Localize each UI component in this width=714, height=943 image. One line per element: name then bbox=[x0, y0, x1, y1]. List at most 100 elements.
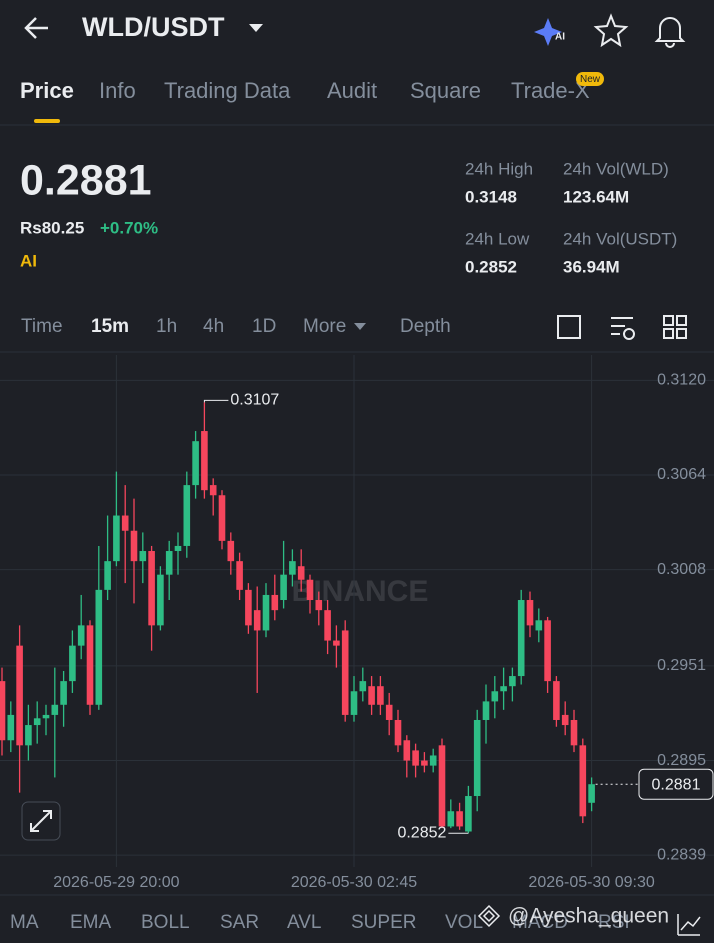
candle-body bbox=[359, 681, 367, 692]
indicator[interactable]: VOL bbox=[445, 912, 483, 933]
fullscreen-icon bbox=[30, 810, 52, 832]
tab-bar: Price Info Trading Data Audit Square Trade-XN… bbox=[20, 72, 604, 103]
candle-body bbox=[95, 589, 103, 705]
stat-label: 24h Vol(USDT) bbox=[563, 229, 677, 248]
active-tab-indicator bbox=[34, 119, 60, 123]
x-tick-label: 2026-05-30 09:30 bbox=[528, 874, 654, 891]
candle-body bbox=[245, 589, 252, 626]
settings-icon[interactable] bbox=[611, 317, 636, 340]
x-tick-label: 2026-05-29 20:00 bbox=[53, 874, 179, 891]
back-button[interactable] bbox=[24, 17, 48, 39]
chart-tools bbox=[557, 315, 687, 340]
tab[interactable]: Info bbox=[99, 78, 136, 103]
watermark: @Ayesha_queen bbox=[508, 905, 669, 928]
interval[interactable]: 1h bbox=[156, 316, 177, 337]
interval[interactable]: 4h bbox=[203, 316, 224, 337]
indicator[interactable]: SAR bbox=[220, 912, 259, 933]
new-badge-bg bbox=[576, 72, 604, 86]
indicator[interactable]: MACD bbox=[512, 912, 568, 933]
indicator[interactable]: SUPER bbox=[351, 912, 416, 933]
candle-body bbox=[86, 625, 94, 705]
stat-value: 123.64M bbox=[563, 187, 629, 206]
candle-body bbox=[165, 551, 173, 575]
candle-body bbox=[394, 719, 402, 746]
candle-body bbox=[412, 750, 419, 766]
candle-body bbox=[130, 530, 138, 562]
candle-body bbox=[579, 745, 587, 817]
candle-body bbox=[473, 719, 481, 797]
interval[interactable]: Time bbox=[21, 316, 63, 337]
indicator-bar: MA EMA BOLL SAR AVL SUPER VOL MACD RSI bbox=[10, 912, 630, 933]
candle-body bbox=[192, 441, 199, 486]
interval-bar: Time 15m 1h 4h 1D More Depth bbox=[21, 316, 451, 337]
pair-dropdown[interactable] bbox=[249, 24, 263, 32]
candle-body bbox=[570, 719, 578, 746]
candle-body bbox=[139, 551, 147, 562]
candle-body bbox=[588, 784, 595, 803]
candle-body bbox=[104, 561, 111, 590]
watermark-logo bbox=[477, 904, 501, 928]
indicator[interactable]: AVL bbox=[287, 912, 322, 933]
candle-body bbox=[174, 545, 182, 552]
indicator[interactable]: BOLL bbox=[141, 912, 190, 933]
candle-body bbox=[227, 540, 235, 562]
stat-value: 0.3148 bbox=[465, 187, 517, 206]
indicator[interactable]: EMA bbox=[70, 912, 112, 933]
favorite-button[interactable] bbox=[593, 13, 629, 48]
interval[interactable]: 1D bbox=[252, 316, 276, 337]
candle-body bbox=[509, 676, 516, 687]
candle-body bbox=[438, 745, 446, 827]
candle-body bbox=[297, 566, 305, 580]
y-tick-label: 0.2895 bbox=[657, 752, 706, 769]
y-tick-label: 0.3008 bbox=[657, 561, 706, 578]
candle-body bbox=[350, 691, 358, 715]
layout-icon[interactable] bbox=[663, 315, 687, 339]
candle-body bbox=[561, 714, 569, 726]
candle-body bbox=[253, 610, 261, 631]
ai-icon[interactable] bbox=[534, 18, 562, 46]
stat-label: 24h High bbox=[465, 159, 533, 178]
interval[interactable]: More bbox=[303, 316, 346, 337]
candle-body bbox=[341, 630, 349, 715]
tab[interactable]: Price bbox=[20, 78, 74, 103]
candle-body bbox=[500, 686, 507, 692]
chart-type-icon[interactable] bbox=[677, 914, 701, 936]
candle-body bbox=[113, 515, 120, 562]
candle-body bbox=[535, 620, 543, 631]
candle-body bbox=[482, 701, 490, 720]
candle-body bbox=[69, 645, 76, 682]
tab[interactable]: Trading Data bbox=[164, 78, 291, 103]
stat-value: 36.94M bbox=[563, 257, 620, 276]
candle-body bbox=[544, 620, 551, 682]
fiat-price: Rs80.25 bbox=[20, 218, 84, 237]
candle-body bbox=[262, 594, 270, 631]
candle-body bbox=[289, 561, 296, 575]
stat-label: 24h Low bbox=[465, 229, 530, 248]
tab[interactable]: Audit bbox=[327, 78, 377, 103]
candlestick-chart: BINANCE 0.3120 0.3064 0.3008 0.2951 0.2895 0.2… bbox=[0, 355, 714, 891]
ai-icon-label: AI bbox=[555, 32, 565, 43]
candle-body bbox=[271, 594, 279, 611]
y-tick-label: 0.2839 bbox=[657, 846, 706, 863]
candle-body bbox=[403, 740, 411, 761]
last-price: 0.2881 bbox=[20, 156, 152, 204]
stat-value: 0.2852 bbox=[465, 257, 517, 276]
candle-body bbox=[33, 718, 41, 726]
pair-title[interactable]: WLD/USDT bbox=[82, 12, 225, 42]
low-annotation: 0.2852 bbox=[397, 824, 446, 841]
notification-button[interactable] bbox=[654, 17, 686, 48]
interval[interactable]: 15m bbox=[91, 316, 129, 337]
candle-body bbox=[553, 681, 560, 720]
y-tick-label: 0.2951 bbox=[657, 657, 706, 674]
ai-link[interactable]: AI bbox=[20, 251, 37, 270]
candle-body bbox=[456, 811, 463, 827]
tool-icon[interactable] bbox=[557, 315, 581, 339]
more-dropdown[interactable] bbox=[354, 323, 366, 330]
indicator[interactable]: MA bbox=[10, 912, 39, 933]
candle-body bbox=[16, 645, 23, 746]
interval[interactable]: Depth bbox=[400, 316, 451, 337]
new-badge: New bbox=[580, 74, 601, 85]
tab[interactable]: Square bbox=[410, 78, 481, 103]
indicator[interactable]: RSI bbox=[598, 912, 630, 933]
candle-body bbox=[209, 485, 217, 496]
